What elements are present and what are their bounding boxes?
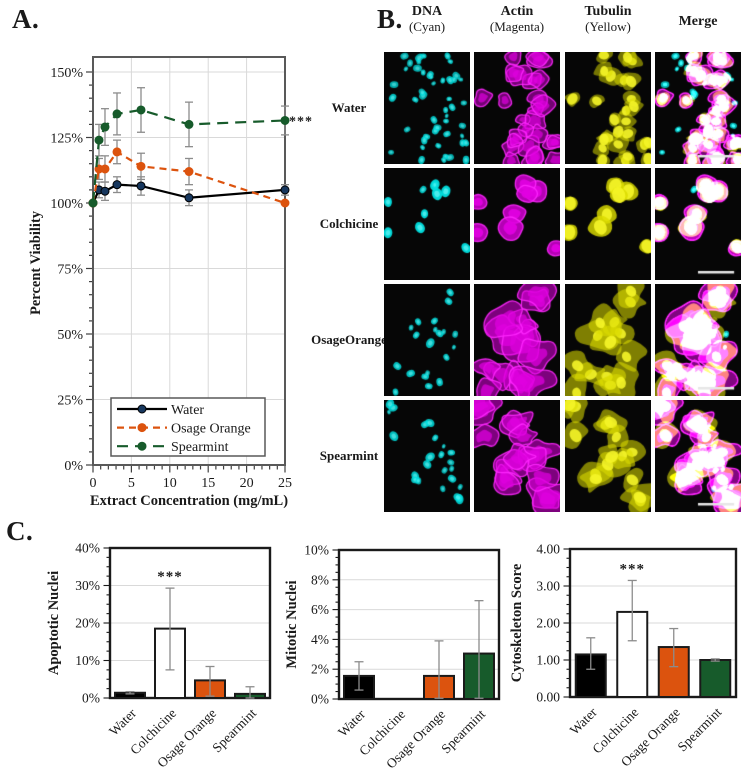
svg-text:0%: 0%: [82, 691, 100, 706]
svg-text:0%: 0%: [64, 459, 83, 474]
svg-text:3.00: 3.00: [536, 579, 560, 594]
column-title: Merge: [678, 14, 718, 29]
quantification-bar-charts: 0%10%20%30%40%Apoptotic NucleiWater***Co…: [46, 541, 738, 771]
column-header-actin: Actin (Magenta): [474, 4, 560, 34]
micrograph-spearmint-tubulin: [565, 400, 651, 512]
micrograph-osage-orange-dna: [384, 284, 470, 396]
column-title: DNA: [411, 4, 443, 19]
column-title: Tubulin: [584, 4, 632, 19]
legend: Water Osage Orange Spearmint: [110, 397, 266, 457]
svg-text:125%: 125%: [50, 132, 83, 147]
svg-text:Spearmint: Spearmint: [209, 705, 259, 755]
micrograph-water-actin: [474, 52, 560, 164]
row-label-spearmint: Spearmint: [319, 447, 379, 463]
svg-text:***: ***: [620, 561, 646, 577]
bar-chart-cytoskeleton: 0.00 1.00 2.00 3.00 4.00 Cytoskeleton Score Wa…: [509, 542, 738, 769]
svg-text:40%: 40%: [75, 541, 100, 556]
panel-a-label: A.: [12, 4, 40, 34]
column-subtitle: (Magenta): [489, 18, 545, 34]
svg-text:Osage Orange: Osage Orange: [171, 422, 251, 437]
svg-text:30%: 30%: [75, 578, 100, 593]
svg-text:Apoptotic Nuclei: Apoptotic Nuclei: [46, 571, 62, 675]
micrograph-colchicine-dna: [384, 168, 470, 280]
column-header-dna: DNA (Cyan): [384, 4, 470, 34]
svg-text:75%: 75%: [57, 263, 83, 278]
svg-text:4.00: 4.00: [536, 542, 560, 557]
svg-text:10%: 10%: [75, 653, 100, 668]
svg-text:2%: 2%: [311, 662, 329, 677]
micrograph-osage-orange-tubulin: [565, 284, 651, 396]
column-subtitle: (Cyan): [408, 18, 446, 34]
row-label-osage-orange: Osage Orange: [311, 331, 387, 347]
svg-text:Water: Water: [567, 704, 601, 738]
micrograph-spearmint-merge: [655, 400, 741, 512]
svg-text:1.00: 1.00: [536, 653, 560, 668]
micrograph-colchicine-tubulin: [565, 168, 651, 280]
column-subtitle: (Yellow): [585, 18, 631, 34]
plot-area: 0% 25% 50% 75% 100% 125% 150% 0 5 10 15 20 25 Extract…: [28, 56, 313, 509]
svg-text:15: 15: [201, 476, 215, 491]
panel-b-label: B.: [377, 4, 403, 34]
viability-line-chart: 0% 25% 50% 75% 100% 125% 150% 0 5 10 15 20 25 Extract…: [28, 56, 313, 509]
svg-text:10%: 10%: [304, 543, 329, 558]
micrograph-osage-orange-actin: [474, 284, 560, 396]
svg-text:0: 0: [90, 476, 97, 491]
svg-text:Cytoskeleton Score: Cytoskeleton Score: [509, 563, 525, 682]
row-label-colchicine: Colchicine: [319, 215, 379, 231]
micrograph-spearmint-actin: [474, 400, 560, 512]
svg-text:0%: 0%: [311, 692, 329, 707]
svg-text:8%: 8%: [311, 572, 329, 587]
panel-c-label: C.: [6, 516, 34, 546]
micrograph-spearmint-dna: [384, 400, 470, 512]
svg-text:5: 5: [128, 476, 135, 491]
column-title: Actin: [500, 4, 534, 19]
svg-text:20%: 20%: [75, 616, 100, 631]
svg-text:0.00: 0.00: [536, 690, 560, 705]
svg-text:25: 25: [278, 476, 292, 491]
bar-spearmint: [699, 659, 732, 698]
svg-text:Mitotic Nuclei: Mitotic Nuclei: [284, 580, 300, 668]
micrograph-colchicine-merge: [655, 168, 741, 280]
micrograph-osage-orange-merge: [655, 284, 741, 396]
micrograph-water-dna: [384, 52, 470, 164]
error-bars-spearmint: [94, 87, 289, 157]
svg-text:Water: Water: [106, 705, 140, 739]
svg-text:150%: 150%: [50, 66, 83, 81]
svg-text:50%: 50%: [57, 328, 83, 343]
svg-text:***: ***: [157, 569, 183, 585]
svg-text:Percent Viability: Percent Viability: [28, 210, 44, 315]
svg-text:10: 10: [163, 476, 177, 491]
svg-text:2.00: 2.00: [536, 616, 560, 631]
svg-text:4%: 4%: [311, 632, 329, 647]
bar-chart-mitotic: 0%2%4%6%8%10%Mitotic NucleiWaterColchici…: [284, 543, 501, 771]
row-label-water: Water: [331, 99, 367, 115]
micrograph-water-merge: [655, 52, 741, 164]
svg-text:6%: 6%: [311, 602, 329, 617]
column-header-tubulin: Tubulin (Yellow): [565, 4, 651, 34]
svg-text:20: 20: [240, 476, 254, 491]
svg-text:25%: 25%: [57, 394, 83, 409]
svg-text:Spearmint: Spearmint: [171, 440, 229, 455]
svg-text:Spearmint: Spearmint: [438, 706, 488, 756]
bar-chart-apoptotic: 0%10%20%30%40%Apoptotic NucleiWater***Co…: [46, 541, 272, 770]
svg-text:***: ***: [289, 114, 313, 129]
column-header-merge: Merge: [655, 4, 741, 30]
micrograph-colchicine-actin: [474, 168, 560, 280]
svg-text:Spearmint: Spearmint: [675, 704, 725, 754]
svg-text:Water: Water: [171, 403, 204, 418]
micrograph-water-tubulin: [565, 52, 651, 164]
svg-text:Water: Water: [335, 706, 369, 740]
svg-text:100%: 100%: [50, 197, 83, 212]
svg-text:Extract Concentration (mg/mL): Extract Concentration (mg/mL): [90, 493, 288, 509]
